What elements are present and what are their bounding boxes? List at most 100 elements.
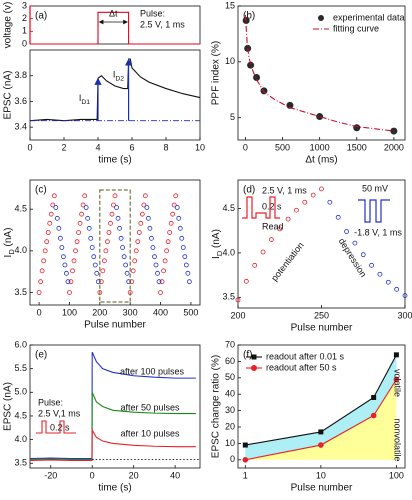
marker [36,290,42,295]
marker [168,220,174,226]
pulse-schematic [358,199,390,223]
panel-label: (c) [35,185,47,196]
marker [377,271,383,277]
marker [268,237,274,242]
marker [285,216,291,222]
series-line [29,58,201,122]
marker [112,193,118,199]
marker [179,235,185,241]
legend-label: fitting curve [333,23,379,33]
plot-frame [237,179,406,309]
x-tick-label: 500 [183,307,198,317]
marker [385,279,391,285]
marker [152,254,157,260]
marker [394,286,400,292]
marker [41,258,47,264]
marker [73,248,78,254]
y-tick-label: 3.5 [14,458,27,468]
y-tick-label: 15 [225,0,235,10]
x-tick-label: 1500 [347,142,367,152]
x-axis-label: Pulse number [291,323,353,334]
y-tick-label: 5.5 [14,363,27,373]
y-tick-label: 70 [225,339,235,349]
marker [260,249,266,255]
x-tick-label: 8 [163,142,168,152]
y-axis-label: EPSC change ratio (%) [211,355,222,458]
marker [260,87,268,95]
marker [88,235,94,241]
y-axis-label: EPSC (nA) [3,71,14,120]
annotation: 0.2 s [262,201,282,211]
marker [165,239,171,245]
marker [153,262,159,268]
annotation: 50 mV [362,183,388,193]
marker [38,279,44,285]
marker [302,199,308,205]
y-tick-label: 4.0 [14,434,27,444]
legend-label: readout after 0.01 s [266,351,345,361]
marker [318,442,324,448]
annotation: after 50 pulses [120,402,180,412]
marker [42,248,48,254]
marker [56,225,62,231]
marker [170,211,176,217]
marker [138,220,144,226]
annotation: 2.5 V,1 ms [38,408,81,418]
x-tick-label: 300 [397,310,412,320]
annotation: after 10 pulses [120,428,180,438]
x-axis-label: Pulse number [291,483,353,494]
marker [100,268,106,274]
marker [183,262,189,268]
annotation: after 100 pulses [120,366,185,376]
y-tick-label: 2 [22,13,27,23]
marker [132,258,138,264]
annotation-part: D1 [81,99,90,106]
series-line [244,14,394,132]
marker [117,225,122,231]
marker [294,207,299,213]
x-tick-label: 250 [314,310,329,320]
plot-frame [29,179,201,306]
series-line [29,428,196,461]
annotation: Pulse: [38,397,63,407]
marker [133,248,139,254]
marker [53,205,59,210]
marker [91,254,97,260]
x-tick-label: -20 [44,470,57,480]
marker [177,225,183,231]
y-tick-label: 0 [22,38,27,48]
y-axis-label: PPF index (%) [211,41,222,105]
legend-label: experimental data [333,12,405,22]
y-axis-label: ID (nA) [3,228,17,258]
marker [156,279,162,285]
panel-label: (f) [243,350,252,361]
marker [67,290,72,295]
marker [92,262,98,268]
marker [50,202,56,208]
y-tick-label: 3 [22,0,27,10]
marker [316,113,324,121]
y-tick-label: 3.5 [14,287,27,297]
y-tick-label: 3.5 [222,292,235,302]
area-fill [245,354,397,460]
annotation-part: I [113,70,116,80]
marker [393,352,399,358]
marker [150,245,156,250]
x-tick-label: 100 [62,307,77,317]
y-tick-label: 3.6 [14,96,27,106]
marker [109,211,115,217]
x-tick-label: 6 [129,142,134,152]
marker [136,230,142,235]
marker [139,211,145,217]
marker [171,202,177,208]
marker [44,239,50,245]
annotation-part: D2 [115,76,124,83]
marker [70,268,75,274]
marker [393,376,400,383]
y-tick-label: 40 [225,389,235,399]
x-tick-label: 1000 [310,142,330,152]
marker [352,240,358,246]
marker [94,270,100,276]
marker [86,225,92,231]
